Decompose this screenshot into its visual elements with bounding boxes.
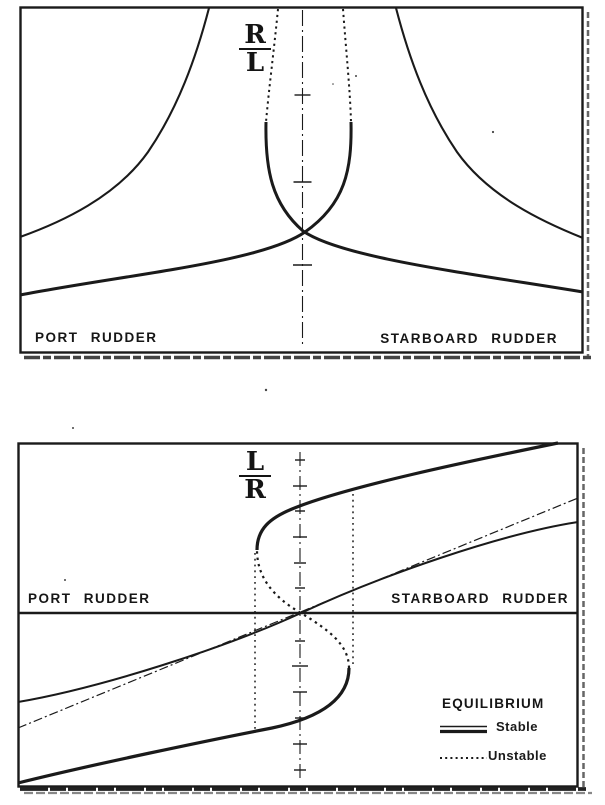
- top-plot-center-left-to-starboard-stable: [264, 121, 584, 294]
- bottom-plot: [17, 441, 592, 795]
- top-ratio-numerator: R: [244, 20, 266, 50]
- scan-speck-4: [72, 427, 74, 429]
- top-port-rudder-label: PORT RUDDER: [35, 330, 158, 345]
- top-plot: [19, 6, 592, 360]
- bottom-plot-frame: [17, 442, 579, 788]
- top-ratio-label: R L: [239, 20, 271, 76]
- top-plot-frame: [19, 6, 584, 354]
- top-plot-center-unstable-right-dotted: [342, 8, 352, 123]
- bottom-ratio-label: L R: [239, 447, 271, 503]
- scan-speck-0: [355, 75, 357, 77]
- legend-unstable-label: Unstable: [488, 748, 547, 763]
- bottom-plot-linear-reference-dashdot: [17, 497, 579, 729]
- scan-speck-5: [64, 579, 66, 581]
- top-plot-center-unstable-left-dotted: [265, 8, 279, 123]
- top-plot-center-right-to-port-stable: [19, 121, 353, 297]
- bottom-ratio-denominator: R: [239, 475, 271, 503]
- scan-speck-1: [491, 130, 495, 134]
- top-starboard-rudder-label: STARBOARD RUDDER: [380, 331, 558, 346]
- bottom-plot-stable-upper-branch: [255, 441, 559, 551]
- top-ratio-denominator: L: [239, 48, 271, 76]
- bottom-plot-stable-middle-branch: [17, 521, 579, 703]
- top-plot-port-outer-stable-curve: [19, 7, 211, 238]
- legend-stable-label: Stable: [496, 719, 539, 734]
- bottom-ratio-numerator: L: [245, 447, 265, 477]
- bottom-plot-unstable-branch-dotted: [255, 549, 351, 669]
- scan-speck-2: [332, 83, 334, 85]
- top-plot-starboard-outer-stable-curve: [394, 7, 584, 239]
- scan-speck-3: [264, 388, 268, 392]
- legend-title: EQUILIBRIUM: [442, 696, 545, 711]
- bottom-port-rudder-label: PORT RUDDER: [28, 591, 151, 606]
- bottom-starboard-rudder-label: STARBOARD RUDDER: [391, 591, 569, 606]
- bottom-plot-stable-lower-branch: [17, 667, 351, 785]
